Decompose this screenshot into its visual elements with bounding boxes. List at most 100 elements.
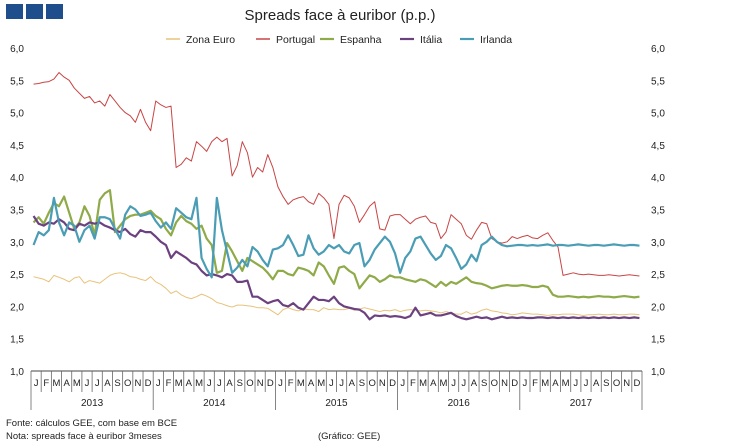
y-tick-label-left: 4,5: [10, 141, 24, 152]
y-tick-label-right: 3,0: [651, 238, 665, 249]
x-month-label: J: [329, 378, 334, 389]
x-month-label: N: [501, 378, 508, 389]
x-month-label: S: [359, 378, 365, 389]
y-tick-label-left: 1,0: [10, 367, 24, 378]
x-month-label: J: [278, 378, 283, 389]
x-month-label: F: [410, 378, 416, 389]
x-month-label: D: [633, 378, 640, 389]
y-tick-label-left: 5,0: [10, 109, 24, 120]
x-month-label: S: [114, 378, 120, 389]
x-month-label: J: [584, 378, 589, 389]
y-tick-label-right: 1,5: [651, 335, 665, 346]
x-month-label: M: [439, 378, 447, 389]
series-line-espanha: [32, 189, 640, 299]
x-month-label: A: [308, 378, 315, 389]
legend-label: Espanha: [340, 34, 382, 46]
x-month-label: J: [85, 378, 90, 389]
x-month-label: F: [532, 378, 538, 389]
series-line-zona-euro: [33, 272, 640, 316]
brand-square: [6, 4, 23, 19]
x-month-label: M: [52, 378, 60, 389]
legend-label: Portugal: [276, 34, 315, 46]
x-month-label: M: [195, 378, 203, 389]
brand-squares-icon: [6, 4, 63, 19]
x-month-label: A: [226, 378, 233, 389]
y-tick-label-right: 5,5: [651, 76, 665, 87]
x-month-label: J: [523, 378, 528, 389]
x-month-label: D: [145, 378, 152, 389]
x-year-label: 2016: [448, 398, 471, 409]
x-month-label: A: [552, 378, 559, 389]
x-month-label: D: [511, 378, 518, 389]
y-tick-label-right: 4,0: [651, 173, 665, 184]
x-month-label: O: [246, 378, 253, 389]
y-tick-label-left: 3,0: [10, 238, 24, 249]
legend-label: Itália: [420, 34, 442, 46]
x-month-label: N: [257, 378, 264, 389]
x-month-label: D: [267, 378, 274, 389]
x-year-label: 2015: [325, 398, 348, 409]
legend-label: Irlanda: [480, 34, 512, 46]
x-month-label: O: [613, 378, 620, 389]
brand-square: [46, 4, 63, 19]
x-month-label: J: [573, 378, 578, 389]
x-month-label: M: [562, 378, 570, 389]
x-month-label: J: [207, 378, 212, 389]
y-tick-label-left: 2,0: [10, 302, 24, 313]
y-tick-label-right: 4,5: [651, 141, 665, 152]
brand-square: [26, 4, 43, 19]
y-tick-label-left: 1,5: [10, 335, 24, 346]
x-month-label: J: [400, 378, 405, 389]
y-tick-label-right: 2,5: [651, 270, 665, 281]
series-line-portugal: [33, 72, 640, 277]
x-month-label: N: [134, 378, 141, 389]
series-line-it-lia: [32, 215, 640, 321]
x-year-label: 2014: [203, 398, 226, 409]
series-line-irlanda: [32, 196, 640, 279]
y-tick-label-right: 3,5: [651, 206, 665, 217]
x-month-label: A: [593, 378, 600, 389]
x-month-label: A: [104, 378, 111, 389]
x-month-label: S: [237, 378, 243, 389]
x-month-label: J: [95, 378, 100, 389]
x-month-label: M: [297, 378, 305, 389]
y-tick-label-right: 1,0: [651, 367, 665, 378]
x-month-label: M: [317, 378, 325, 389]
x-month-label: J: [461, 378, 466, 389]
x-month-label: O: [124, 378, 131, 389]
x-month-label: M: [73, 378, 81, 389]
y-tick-label-right: 5,0: [651, 109, 665, 120]
y-tick-label-left: 6,0: [10, 44, 24, 55]
x-month-label: N: [623, 378, 630, 389]
x-month-label: J: [217, 378, 222, 389]
x-year-label: 2013: [81, 398, 104, 409]
x-month-label: A: [349, 378, 356, 389]
x-month-label: S: [603, 378, 609, 389]
footer-note: Nota: spreads face à euribor 3meses: [6, 431, 162, 442]
chart-title: Spreads face à euribor (p.p.): [245, 7, 436, 24]
x-month-label: M: [175, 378, 183, 389]
y-tick-label-left: 5,5: [10, 76, 24, 87]
x-month-label: F: [288, 378, 294, 389]
x-month-label: F: [166, 378, 172, 389]
footer-source: Fonte: cálculos GEE, com base em BCE: [6, 418, 178, 429]
x-month-label: A: [471, 378, 478, 389]
x-month-label: O: [368, 378, 375, 389]
x-month-label: F: [43, 378, 49, 389]
x-month-label: J: [451, 378, 456, 389]
y-tick-label-right: 6,0: [651, 44, 665, 55]
y-tick-label-left: 2,5: [10, 270, 24, 281]
x-month-label: J: [34, 378, 39, 389]
x-month-label: O: [491, 378, 498, 389]
y-tick-label-left: 3,5: [10, 206, 24, 217]
x-month-label: M: [419, 378, 427, 389]
footer-credit: (Gráfico: GEE): [318, 431, 381, 442]
x-month-label: S: [481, 378, 487, 389]
x-month-label: J: [156, 378, 161, 389]
x-month-label: D: [389, 378, 396, 389]
x-month-label: A: [430, 378, 437, 389]
x-month-label: N: [379, 378, 386, 389]
legend-label: Zona Euro: [186, 34, 235, 46]
y-tick-label-left: 4,0: [10, 173, 24, 184]
